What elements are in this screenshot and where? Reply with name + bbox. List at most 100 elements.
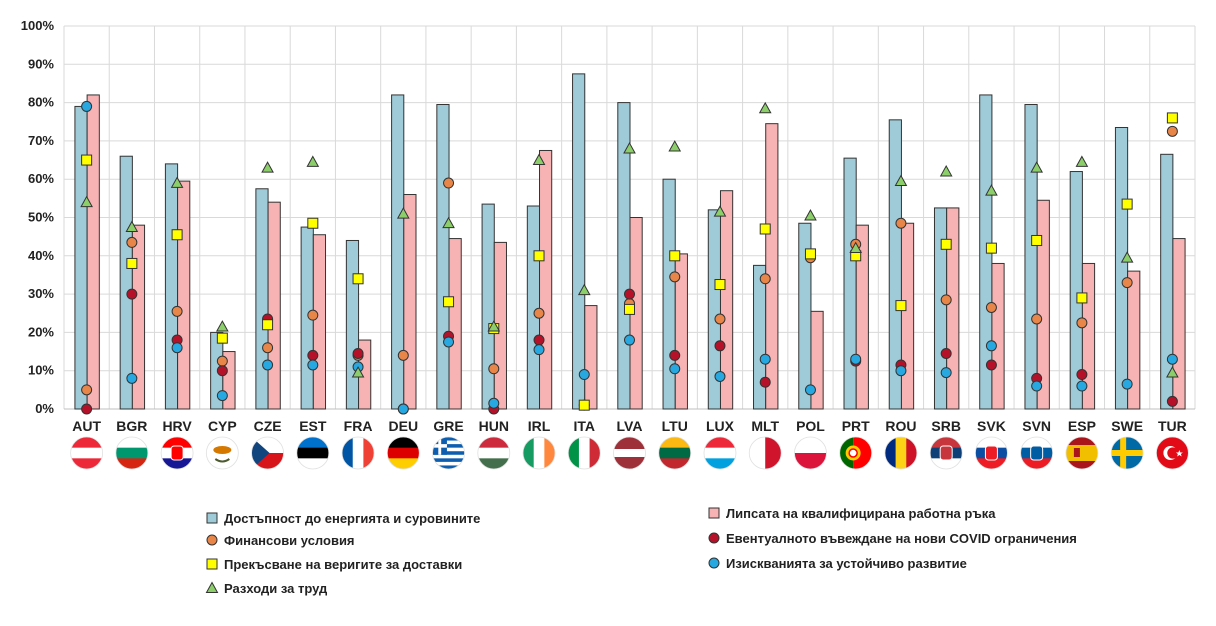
legend: Достъпност до енергията и суровините Фина… <box>205 506 1077 596</box>
marker-labour_cost-lux <box>713 205 727 217</box>
legend-label: Изискванията за устойчиво развитие <box>726 556 967 571</box>
x-tick-label: ITA <box>574 418 596 434</box>
y-tick-label: 10% <box>28 363 54 378</box>
marker-financing-hrv <box>171 305 183 317</box>
marker-labour_cost-aut <box>80 195 93 208</box>
bar-labour_shortage-irl <box>539 149 553 410</box>
marker-financing-tur <box>1166 125 1178 137</box>
x-tick-label: SWE <box>1111 418 1143 434</box>
marker-financing-irl <box>533 307 545 319</box>
bar-energy-fra <box>345 239 360 410</box>
slovenia-flag-icon <box>1020 437 1053 469</box>
marker-supply-lux <box>714 279 726 291</box>
x-tick-label: ESP <box>1068 418 1096 434</box>
y-tick-label: 50% <box>28 210 54 225</box>
marker-supply-svn <box>1031 234 1043 246</box>
marker-sustainability-svk <box>985 340 997 352</box>
legend-swatch-square <box>206 512 218 524</box>
marker-supply-mlt <box>759 223 771 235</box>
marker-financing-esp <box>1076 317 1088 329</box>
marker-covid-est <box>307 349 319 361</box>
marker-covid-aut <box>81 403 93 415</box>
bar-energy-svn <box>1024 104 1038 410</box>
marker-sustainability-gre <box>443 336 455 348</box>
marker-sustainability-ita <box>578 369 590 381</box>
marker-financing-svk <box>985 302 997 314</box>
legend-label: Прекъсване на веригите за доставки <box>224 557 462 572</box>
x-tick-label: MLT <box>751 418 779 434</box>
bar-labour_shortage-gre <box>448 238 462 410</box>
legend-label: Евентуалното въвеждане на нови COVID огр… <box>726 531 1077 546</box>
marker-covid-esp <box>1076 369 1088 381</box>
marker-supply-gre <box>443 296 455 308</box>
marker-sustainability-swe <box>1121 378 1133 390</box>
marker-labour_cost-srb <box>939 165 953 177</box>
marker-financing-aut <box>81 384 93 396</box>
marker-covid-irl <box>533 334 545 346</box>
marker-supply-bgr <box>126 257 138 269</box>
y-tick-label: 20% <box>28 324 54 339</box>
marker-financing-cyp <box>216 355 228 367</box>
bar-energy-swe <box>1114 126 1129 410</box>
marker-supply-lva <box>624 303 635 315</box>
marker-supply-hrv <box>171 229 183 241</box>
marker-supply-irl <box>533 250 545 262</box>
marker-labour_cost-hrv <box>170 176 184 188</box>
bar-energy-ita <box>572 73 586 410</box>
bar-energy-hun <box>481 203 495 410</box>
x-tick-label: LUX <box>706 418 735 434</box>
marker-sustainability-lva <box>624 334 635 346</box>
x-tick-label: HRV <box>162 418 192 434</box>
bar-labour_shortage-svn <box>1036 199 1050 410</box>
x-tick-label: LVA <box>617 418 643 434</box>
marker-financing-gre <box>443 177 455 189</box>
y-tick-label: 70% <box>28 133 54 148</box>
bar-labour_shortage-est <box>312 234 327 410</box>
marker-labour_cost-svn <box>1030 161 1044 173</box>
portugal-flag-icon <box>839 437 872 469</box>
france-flag-icon <box>342 437 375 469</box>
bar-energy-hrv <box>164 163 179 410</box>
x-tick-label: ROU <box>885 418 916 434</box>
marker-sustainability-esp <box>1076 380 1088 392</box>
y-tick-label: 40% <box>28 248 54 263</box>
x-tick-label: DEU <box>389 418 419 434</box>
bar-labour_shortage-cze <box>267 201 281 410</box>
turkey-flag-icon <box>1156 437 1189 469</box>
legend-label: Липсата на квалифицирана работна ръка <box>726 506 996 521</box>
marker-sustainability-prt <box>850 353 862 365</box>
marker-sustainability-hun <box>488 397 500 409</box>
markers <box>80 100 1179 415</box>
croatia-flag-icon <box>161 437 194 469</box>
bar-energy-deu <box>391 94 405 410</box>
bar-labour_shortage-hrv <box>177 180 191 410</box>
legend-entry: Финансови условия <box>206 533 355 548</box>
bar-labour_shortage-rou <box>900 222 915 410</box>
marker-labour_cost-tur <box>1166 366 1179 378</box>
austria-flag-icon <box>70 437 103 469</box>
marker-sustainability-hrv <box>171 342 183 354</box>
marker-labour_cost-lva <box>623 142 636 154</box>
marker-sustainability-bgr <box>126 372 138 384</box>
legend-swatch-circle <box>708 557 720 569</box>
y-tick-label: 90% <box>28 56 54 71</box>
marker-labour_cost-ltu <box>668 140 682 152</box>
marker-supply-svk <box>985 242 997 254</box>
marker-financing-srb <box>940 294 952 306</box>
romania-flag-icon <box>884 437 917 469</box>
legend-entry: Прекъсване на веригите за доставки <box>206 557 462 572</box>
y-tick-label: 100% <box>21 18 55 33</box>
legend-entry: Достъпност до енергията и суровините <box>206 511 480 526</box>
marker-sustainability-rou <box>895 365 907 377</box>
marker-labour_cost-esp <box>1075 155 1089 167</box>
bar-labour_shortage-bgr <box>131 224 146 410</box>
bar-energy-irl <box>526 205 541 410</box>
bar-energy-prt <box>843 157 857 410</box>
serbia-flag-icon <box>930 437 963 469</box>
x-tick-label: AUT <box>72 418 101 434</box>
poland-flag-icon <box>794 437 827 469</box>
marker-sustainability-cyp <box>216 390 228 402</box>
marker-financing-svn <box>1031 313 1043 325</box>
legend-label: Финансови условия <box>224 533 355 548</box>
marker-financing-ltu <box>669 271 681 283</box>
